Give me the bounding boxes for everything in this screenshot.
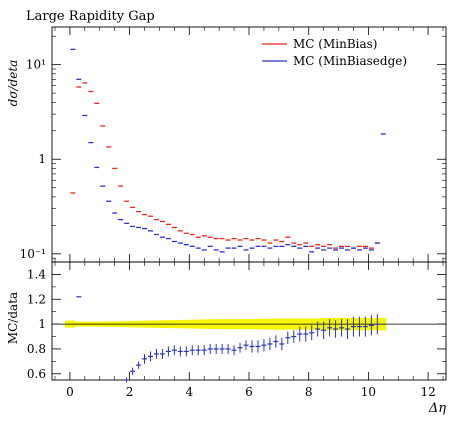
x-tick-label: 2 [126, 385, 134, 399]
ratio-tick-label: 0.6 [27, 367, 46, 381]
chart-title: Large Rapidity Gap [26, 9, 155, 24]
legend-label-minbias: MC (MinBias) [293, 37, 377, 51]
ratio-y-axis-label: MC/data [6, 292, 20, 344]
x-tick-label: 8 [305, 385, 313, 399]
main-data-points [70, 48, 386, 253]
ratio-tick-label: 1.4 [27, 267, 46, 281]
legend: MC (MinBias) MC (MinBiasedge) [262, 37, 407, 68]
x-tick-label: 12 [420, 385, 435, 399]
x-tick-label: 4 [185, 385, 193, 399]
x-tick-label: 6 [245, 385, 253, 399]
ratio-tick-label: 1.2 [27, 292, 46, 306]
x-axis-label: Δη [428, 401, 446, 416]
x-tick-label: 0 [66, 385, 74, 399]
y-axis-label: dσ/deta [6, 60, 20, 107]
ratio-y-axis: 0.6 0.8 1 1.2 1.4 [27, 267, 446, 381]
x-tick-label: 10 [361, 385, 376, 399]
y-tick-label: 10⁻¹ [20, 247, 46, 261]
legend-label-minbiasedge: MC (MinBiasedge) [293, 54, 407, 68]
ratio-data-points [76, 296, 380, 383]
main-y-axis: 10⁻¹ 1 10¹ [20, 35, 446, 261]
ratio-tick-label: 0.8 [27, 342, 46, 356]
x-axis: 0 2 4 6 8 10 12 [54, 27, 444, 399]
ratio-tick-label: 1 [38, 317, 46, 331]
y-tick-label: 1 [38, 152, 46, 166]
y-tick-label: 10¹ [26, 58, 46, 72]
